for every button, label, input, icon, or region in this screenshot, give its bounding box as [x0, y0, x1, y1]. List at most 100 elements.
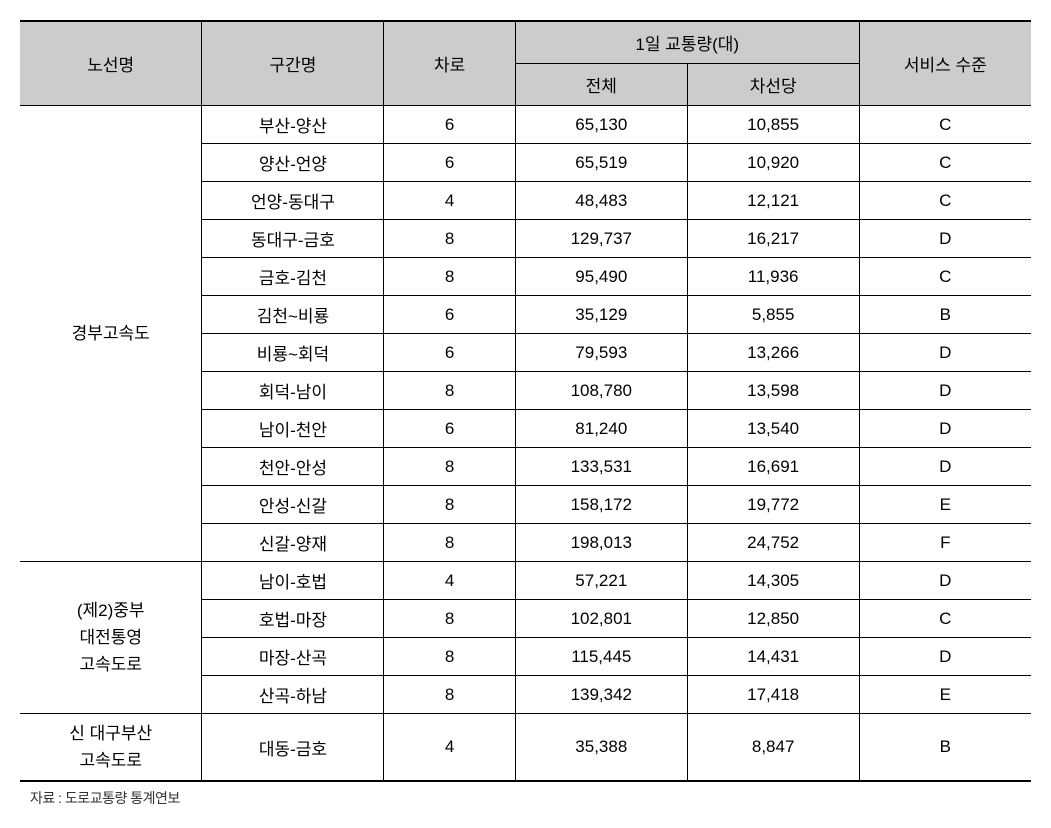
header-daily-traffic: 1일 교통량(대) [515, 21, 859, 64]
perlane-traffic-cell: 14,305 [687, 562, 859, 600]
total-traffic-cell: 35,129 [515, 296, 687, 334]
header-row-1: 노선명 구간명 차로 1일 교통량(대) 서비스 수준 [20, 21, 1031, 64]
total-traffic-cell: 198,013 [515, 524, 687, 562]
section-cell: 언양-동대구 [202, 182, 384, 220]
lanes-cell: 4 [384, 182, 515, 220]
table-header: 노선명 구간명 차로 1일 교통량(대) 서비스 수준 전체 차선당 [20, 21, 1031, 106]
table-body: 경부고속도부산-양산665,13010,855C양산-언양665,51910,9… [20, 106, 1031, 782]
perlane-traffic-cell: 16,691 [687, 448, 859, 486]
service-level-cell: C [859, 106, 1031, 144]
service-level-cell: C [859, 182, 1031, 220]
service-level-cell: B [859, 296, 1031, 334]
footnote: 자료 : 도로교통량 통계연보 [20, 782, 1031, 808]
section-cell: 김천~비룡 [202, 296, 384, 334]
lanes-cell: 6 [384, 106, 515, 144]
total-traffic-cell: 79,593 [515, 334, 687, 372]
lanes-cell: 4 [384, 714, 515, 782]
section-cell: 마장-산곡 [202, 638, 384, 676]
section-cell: 비룡~회덕 [202, 334, 384, 372]
perlane-traffic-cell: 19,772 [687, 486, 859, 524]
service-level-cell: D [859, 220, 1031, 258]
perlane-traffic-cell: 12,850 [687, 600, 859, 638]
perlane-traffic-cell: 24,752 [687, 524, 859, 562]
traffic-table-container: 노선명 구간명 차로 1일 교통량(대) 서비스 수준 전체 차선당 경부고속도… [20, 20, 1031, 808]
total-traffic-cell: 35,388 [515, 714, 687, 782]
lanes-cell: 8 [384, 600, 515, 638]
total-traffic-cell: 133,531 [515, 448, 687, 486]
service-level-cell: D [859, 448, 1031, 486]
total-traffic-cell: 95,490 [515, 258, 687, 296]
perlane-traffic-cell: 14,431 [687, 638, 859, 676]
service-level-cell: B [859, 714, 1031, 782]
total-traffic-cell: 158,172 [515, 486, 687, 524]
total-traffic-cell: 115,445 [515, 638, 687, 676]
service-level-cell: C [859, 600, 1031, 638]
section-cell: 안성-신갈 [202, 486, 384, 524]
total-traffic-cell: 108,780 [515, 372, 687, 410]
table-row: 신 대구부산고속도로대동-금호435,3888,847B [20, 714, 1031, 782]
lanes-cell: 6 [384, 334, 515, 372]
perlane-traffic-cell: 11,936 [687, 258, 859, 296]
service-level-cell: E [859, 486, 1031, 524]
service-level-cell: F [859, 524, 1031, 562]
perlane-traffic-cell: 10,920 [687, 144, 859, 182]
service-level-cell: E [859, 676, 1031, 714]
total-traffic-cell: 48,483 [515, 182, 687, 220]
perlane-traffic-cell: 13,540 [687, 410, 859, 448]
perlane-traffic-cell: 17,418 [687, 676, 859, 714]
lanes-cell: 4 [384, 562, 515, 600]
route-name-cell: (제2)중부대전통영고속도로 [20, 562, 202, 714]
section-cell: 회덕-남이 [202, 372, 384, 410]
total-traffic-cell: 139,342 [515, 676, 687, 714]
section-cell: 호법-마장 [202, 600, 384, 638]
section-cell: 대동-금호 [202, 714, 384, 782]
service-level-cell: D [859, 562, 1031, 600]
section-cell: 천안-안성 [202, 448, 384, 486]
section-cell: 금호-김천 [202, 258, 384, 296]
perlane-traffic-cell: 12,121 [687, 182, 859, 220]
perlane-traffic-cell: 13,598 [687, 372, 859, 410]
section-cell: 산곡-하남 [202, 676, 384, 714]
lanes-cell: 8 [384, 448, 515, 486]
header-total: 전체 [515, 64, 687, 106]
header-section: 구간명 [202, 21, 384, 106]
header-lanes: 차로 [384, 21, 515, 106]
lanes-cell: 6 [384, 410, 515, 448]
total-traffic-cell: 65,130 [515, 106, 687, 144]
lanes-cell: 8 [384, 638, 515, 676]
section-cell: 남이-호법 [202, 562, 384, 600]
section-cell: 동대구-금호 [202, 220, 384, 258]
lanes-cell: 8 [384, 676, 515, 714]
total-traffic-cell: 129,737 [515, 220, 687, 258]
section-cell: 양산-언양 [202, 144, 384, 182]
total-traffic-cell: 81,240 [515, 410, 687, 448]
header-service: 서비스 수준 [859, 21, 1031, 106]
lanes-cell: 8 [384, 486, 515, 524]
perlane-traffic-cell: 5,855 [687, 296, 859, 334]
perlane-traffic-cell: 13,266 [687, 334, 859, 372]
perlane-traffic-cell: 16,217 [687, 220, 859, 258]
traffic-table: 노선명 구간명 차로 1일 교통량(대) 서비스 수준 전체 차선당 경부고속도… [20, 20, 1031, 782]
lanes-cell: 8 [384, 372, 515, 410]
total-traffic-cell: 102,801 [515, 600, 687, 638]
header-perlane: 차선당 [687, 64, 859, 106]
table-row: (제2)중부대전통영고속도로남이-호법457,22114,305D [20, 562, 1031, 600]
route-name-cell: 신 대구부산고속도로 [20, 714, 202, 782]
lanes-cell: 6 [384, 144, 515, 182]
section-cell: 부산-양산 [202, 106, 384, 144]
service-level-cell: C [859, 258, 1031, 296]
service-level-cell: D [859, 372, 1031, 410]
service-level-cell: D [859, 334, 1031, 372]
perlane-traffic-cell: 8,847 [687, 714, 859, 782]
header-route: 노선명 [20, 21, 202, 106]
table-row: 경부고속도부산-양산665,13010,855C [20, 106, 1031, 144]
total-traffic-cell: 65,519 [515, 144, 687, 182]
route-name-cell: 경부고속도 [20, 106, 202, 562]
lanes-cell: 8 [384, 258, 515, 296]
service-level-cell: C [859, 144, 1031, 182]
lanes-cell: 8 [384, 524, 515, 562]
lanes-cell: 8 [384, 220, 515, 258]
service-level-cell: D [859, 638, 1031, 676]
section-cell: 남이-천안 [202, 410, 384, 448]
service-level-cell: D [859, 410, 1031, 448]
